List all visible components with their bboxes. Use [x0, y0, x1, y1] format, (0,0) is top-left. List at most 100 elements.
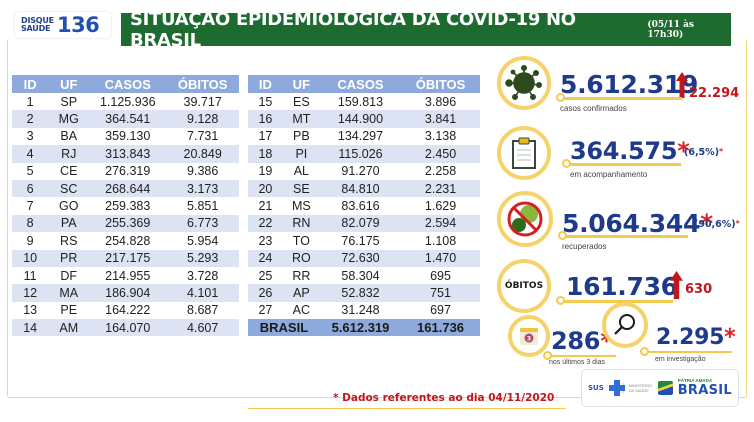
cell-uf: TO [292, 233, 310, 248]
cell-casos: 217.175 [89, 249, 167, 267]
logo-line1: DISQUE [21, 16, 54, 25]
monitoring-pct: (6,5%)* [684, 147, 723, 158]
cell-obitos: 3.138 [424, 129, 457, 144]
table-row: 17 PB 134.297 3.138 [248, 128, 480, 145]
table-row: 24 RO 72.630 1.470 [248, 249, 480, 267]
cell-casos: 254.828 [105, 233, 151, 248]
cell-obitos: 6.773 [166, 214, 239, 233]
underline [560, 97, 682, 100]
cell-casos: 144.900 [319, 110, 402, 128]
col-uf: UF [48, 75, 90, 93]
virus-icon-ring [497, 56, 551, 110]
cell-casos: 159.813 [337, 94, 384, 109]
sus-cross-icon [608, 380, 625, 396]
cell-uf: PR [48, 249, 90, 267]
calendar-icon-ring: 3 [508, 315, 550, 357]
table-row: 5 CE 276.319 9.386 [12, 163, 239, 180]
cell-casos: 76.175 [341, 233, 380, 248]
table-row: 11 DF 214.955 3.728 [12, 267, 239, 284]
cell-casos: 1.125.936 [99, 94, 156, 109]
cell-id: 21 [258, 199, 273, 214]
total-row: BRASIL 5.612.319 161.736 [248, 319, 480, 337]
table-row: 14 AM 164.070 4.607 [12, 319, 239, 337]
cell-obitos: 20.849 [166, 145, 239, 163]
col-uf: UF [282, 75, 320, 93]
cell-id: 2 [12, 110, 49, 128]
col-id: ID [248, 75, 283, 93]
table-row: 1 SP 1.125.936 39.717 [12, 93, 239, 110]
table-row: 26 AP 52.832 751 [248, 284, 480, 302]
patria-small-text: PÁTRIA AMADA [677, 378, 713, 384]
cell-casos: 52.832 [319, 284, 402, 302]
cell-casos: 255.369 [89, 214, 167, 233]
cell-id: 18 [248, 145, 283, 163]
no-virus-icon [507, 201, 543, 237]
cell-casos: 313.843 [89, 145, 167, 163]
cell-uf: AC [292, 303, 311, 318]
recovered-pct-value: (90,6%) [694, 219, 736, 230]
cell-uf: GO [59, 199, 79, 214]
virus-icon [505, 64, 542, 100]
cell-casos: 359.130 [105, 129, 151, 144]
recovered-number: 5.064.344 [562, 209, 701, 238]
cell-id: 25 [258, 268, 273, 283]
col-obitos: ÓBITOS [401, 75, 480, 93]
cell-id: 11 [23, 268, 37, 283]
cell-obitos: 9.386 [187, 164, 219, 179]
cell-uf: PB [293, 129, 310, 144]
cell-id: 9 [26, 233, 34, 248]
investigation-value: 2.295* [656, 325, 736, 350]
cell-casos: 58.304 [341, 268, 380, 283]
title-timestamp: (05/11 às 17h30) [647, 19, 695, 40]
cell-uf: MS [291, 199, 311, 214]
patria-amada-logo: PÁTRIA AMADA BRASIL [678, 379, 732, 397]
underline-dot [640, 347, 649, 356]
ministry-text: MINISTÉRIO DA SAÚDE [622, 383, 654, 393]
cell-casos: 364.541 [89, 110, 167, 128]
cell-uf: AP [282, 284, 320, 302]
investigation-number: 2.295 [656, 325, 725, 350]
asterisk: * [724, 325, 736, 350]
table-row: 12 MA 186.904 4.101 [12, 284, 239, 302]
total-obitos: 161.736 [401, 319, 480, 337]
last3days-number: 286 [551, 327, 601, 355]
cell-obitos: 3.173 [166, 179, 239, 198]
asterisk: * [677, 137, 690, 165]
cell-id: 19 [258, 164, 273, 179]
cell-uf: SC [48, 179, 90, 198]
cell-id: 6 [12, 179, 49, 198]
cell-uf: PA [48, 214, 90, 233]
cell-id: 3 [26, 129, 34, 144]
cell-uf: DF [60, 268, 78, 283]
table-row: 2 MG 364.541 9.128 [12, 110, 239, 128]
cell-obitos: 2.594 [401, 214, 480, 233]
table-row: 19 AL 91.270 2.258 [248, 163, 480, 180]
cell-id: 12 [12, 284, 49, 302]
patria-big-text: BRASIL [677, 382, 732, 398]
last3days-label: nos últimos 3 dias [549, 359, 606, 366]
cell-uf: ES [293, 94, 310, 109]
logo-number: 136 [56, 13, 100, 37]
table-row: 20 SE 84.810 2.231 [248, 179, 480, 198]
cell-casos: 164.222 [105, 303, 151, 318]
recovered-label: recuperados [562, 242, 607, 251]
cell-obitos: 5.293 [166, 249, 239, 267]
table-row: 22 RN 82.079 2.594 [248, 214, 480, 233]
cell-uf: RR [292, 268, 311, 283]
cell-uf: PI [282, 145, 320, 163]
title-bar: SITUAÇÃO EPIDEMIOLÓGICA DA COVID-19 NO B… [121, 9, 731, 51]
cell-casos: 115.026 [319, 145, 402, 163]
cell-obitos: 4.101 [166, 284, 239, 302]
table-row: 13 PE 164.222 8.687 [12, 302, 239, 319]
cell-obitos: 2.258 [424, 164, 457, 179]
cell-id: 5 [26, 164, 34, 179]
cell-id: 24 [248, 249, 283, 267]
underline-dot [556, 296, 565, 305]
total-label: BRASIL [248, 319, 320, 337]
underline [562, 235, 688, 238]
underline-dot [562, 159, 571, 168]
cell-uf: BA [60, 129, 78, 144]
cell-uf: AM [48, 319, 90, 337]
cell-id: 4 [12, 145, 49, 163]
states-table-right: ID UF CASOS ÓBITOS 15 ES 159.813 3.896 16 MT 1… [248, 75, 480, 337]
